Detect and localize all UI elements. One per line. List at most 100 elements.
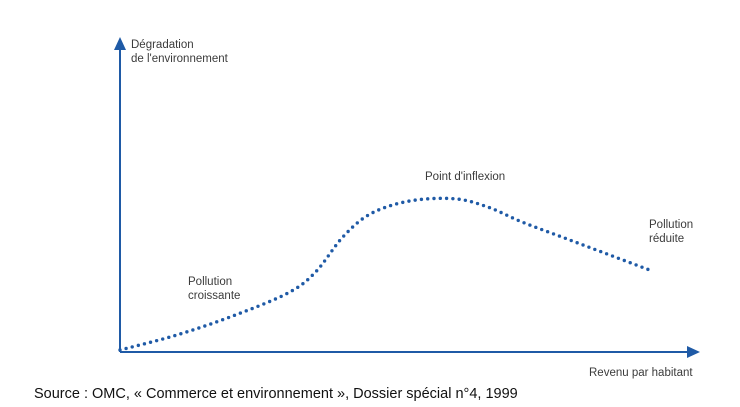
curve-dot-10: [179, 332, 183, 336]
x-axis-arrow: [687, 346, 700, 358]
curve-dot-7: [161, 337, 165, 341]
curve-dot-4: [142, 342, 147, 346]
pollution-reduite-line1: Pollution: [649, 219, 693, 231]
y-axis-label-line2: de l'environnement: [131, 53, 229, 65]
pollution-croissante-label: Pollution croissante: [188, 276, 240, 302]
curve-dot-5: [148, 340, 153, 344]
curve-dot-70: [510, 216, 515, 220]
y-axis-arrow: [114, 37, 126, 50]
curve-dot-48: [377, 208, 381, 212]
curve-dot-91: [634, 263, 638, 267]
curve-dot-73: [528, 223, 532, 227]
curve-dot-1: [124, 346, 128, 351]
curve-dot-62: [463, 198, 468, 202]
curve-dot-61: [457, 197, 461, 201]
curve-dot-84: [593, 247, 597, 252]
curve-dot-81: [575, 241, 579, 245]
curve-dot-59: [444, 196, 449, 201]
curve-dot-40: [337, 239, 342, 243]
curve-dot-50: [388, 203, 393, 208]
curve-dot-24: [262, 302, 266, 306]
curve-dot-86: [604, 252, 609, 256]
curve-dot-83: [587, 245, 591, 249]
curve-dot-53: [407, 199, 411, 203]
curve-dot-16: [215, 320, 219, 324]
curve-dot-65: [481, 203, 486, 208]
curve-dot-35: [319, 264, 323, 268]
curve-dot-30: [296, 285, 300, 290]
curve-dot-66: [487, 205, 492, 210]
curve-dot-82: [581, 243, 585, 247]
curve-dot-22: [250, 306, 254, 311]
curve-dot-77: [551, 232, 556, 236]
source-caption: Source : OMC, « Commerce et environnemen…: [34, 386, 518, 402]
curve-dot-11: [185, 330, 189, 334]
curve-dot-17: [220, 318, 225, 322]
curve-dot-75: [540, 227, 544, 232]
curve-dot-57: [432, 196, 436, 201]
curve-dot-43: [350, 225, 355, 229]
curve-dot-33: [310, 273, 314, 278]
y-axis-label: Dégradation de l'environnement: [131, 39, 229, 65]
curve-dot-23: [256, 304, 260, 308]
curve-dot-29: [290, 288, 295, 293]
curve-dot-37: [326, 254, 330, 258]
curve-dot-47: [371, 210, 375, 215]
curve-dot-20: [238, 311, 243, 315]
curve-dot-6: [154, 338, 159, 343]
curve-dot-52: [401, 200, 405, 205]
curve-dot-64: [475, 201, 480, 206]
curve-dot-92: [640, 265, 644, 269]
curve-dot-87: [610, 254, 615, 258]
curve-dot-25: [267, 299, 272, 304]
curve-dot-88: [616, 256, 621, 260]
pollution-reduite-line2: réduite: [649, 233, 684, 245]
curve-dot-63: [469, 200, 474, 204]
curve-dot-38: [330, 249, 334, 253]
curve-dot-56: [426, 197, 430, 201]
curve-dot-72: [522, 221, 526, 225]
curve-dot-76: [545, 230, 550, 234]
curve-dot-13: [197, 326, 201, 330]
curve-dot-8: [167, 335, 171, 340]
curve-dot-51: [394, 202, 399, 206]
curve-dot-32: [306, 277, 310, 282]
curve-dot-78: [557, 234, 562, 238]
curve-dot-55: [419, 197, 424, 202]
curve-dot-68: [499, 210, 503, 215]
y-axis-label-line1: Dégradation: [131, 39, 194, 51]
curve-dot-19: [232, 313, 237, 318]
curve-dot-27: [279, 294, 283, 299]
curve-dot-21: [244, 309, 248, 313]
curve-dot-80: [569, 238, 573, 243]
curve-dot-69: [505, 213, 509, 217]
curve-dot-85: [599, 249, 603, 254]
curve-dot-36: [322, 259, 327, 263]
curve-dot-18: [226, 315, 231, 320]
curve-dot-44: [355, 221, 359, 225]
curve-dot-54: [413, 198, 417, 202]
curve-dot-15: [209, 322, 213, 326]
pollution-reduite-label: Pollution réduite: [649, 219, 696, 245]
curve-dot-45: [360, 217, 364, 221]
kuznets-curve: [118, 196, 650, 352]
curve-dot-2: [130, 345, 134, 349]
curve-dot-46: [365, 213, 370, 218]
pollution-croissante-line1: Pollution: [188, 276, 232, 288]
curve-dot-9: [173, 333, 177, 338]
curve-dot-71: [516, 218, 520, 223]
pollution-croissante-line2: croissante: [188, 290, 240, 302]
curve-dot-0: [118, 348, 122, 352]
curve-dot-12: [191, 328, 195, 332]
curve-dot-3: [136, 343, 141, 348]
curve-dot-90: [628, 261, 632, 265]
curve-dot-79: [563, 236, 568, 240]
curve-dot-31: [301, 282, 305, 286]
curve-dot-28: [285, 291, 289, 296]
curve-dot-26: [273, 297, 278, 301]
curve-dot-60: [451, 196, 455, 201]
curve-dot-34: [314, 269, 319, 273]
curve-dot-58: [438, 196, 442, 201]
point-inflexion-label: Point d'inflexion: [425, 171, 505, 183]
